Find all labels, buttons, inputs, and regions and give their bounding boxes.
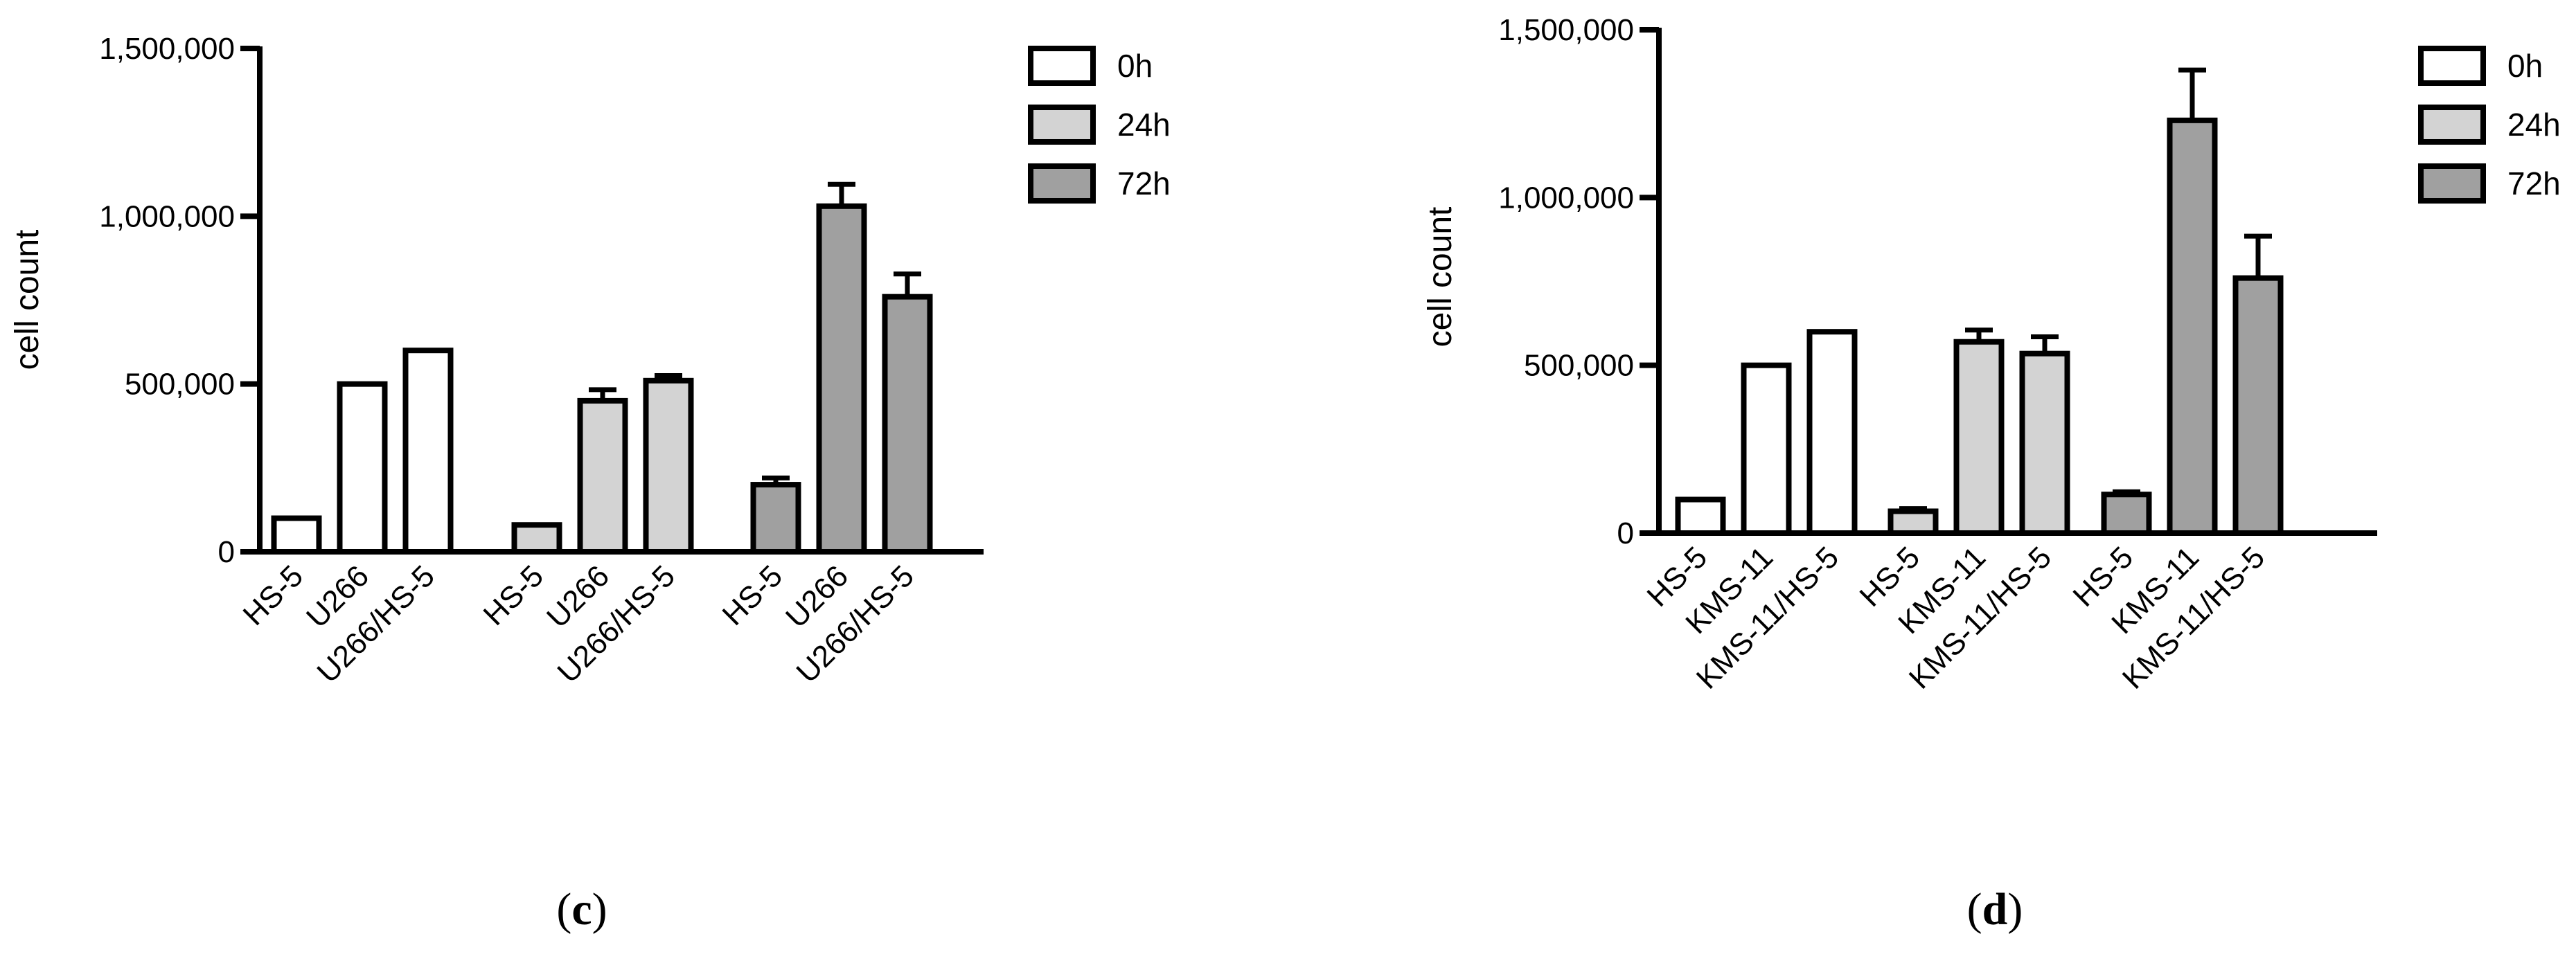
bar <box>816 203 867 555</box>
bar <box>402 348 454 555</box>
panel-label-open-paren: ( <box>556 884 571 935</box>
legend-swatch <box>2418 163 2486 204</box>
panel-label-open-paren: ( <box>1967 884 1982 935</box>
panel-label: (d) <box>1967 884 2023 935</box>
bar <box>1741 362 1792 537</box>
bar <box>2019 350 2070 536</box>
bar <box>577 397 628 555</box>
bar <box>750 482 801 555</box>
legend-label: 72h <box>2507 165 2561 201</box>
bar <box>643 377 694 555</box>
legend-label: 24h <box>2507 107 2561 143</box>
panel-label-letter: d <box>1982 884 2008 935</box>
bar <box>271 515 322 555</box>
panel-label-letter: c <box>571 884 592 935</box>
bar <box>1887 508 1939 536</box>
x-tick-label: HS-5 <box>237 559 310 632</box>
y-tick-label: 1,500,000 <box>99 32 235 66</box>
panel-label: (c) <box>556 884 607 935</box>
bar <box>2167 117 2218 537</box>
bar <box>1806 329 1858 536</box>
legend-swatch <box>1028 105 1096 145</box>
panel-label-close-paren: ) <box>2007 884 2023 935</box>
x-tick-label: HS-5 <box>477 559 551 632</box>
y-axis-title: cell count <box>1422 207 1459 348</box>
y-tick-label: 1,500,000 <box>1498 13 1634 47</box>
y-tick-label: 1,000,000 <box>1498 181 1634 215</box>
bar <box>882 294 933 555</box>
bar <box>2232 275 2284 536</box>
bar <box>337 381 388 555</box>
chart-panel-c: 0 500,000 1,000,000 1,500,000 cell count HS-5… <box>9 32 1171 935</box>
legend-label: 0h <box>2507 48 2543 84</box>
panel-label-close-paren: ) <box>592 884 607 935</box>
legend-label: 24h <box>1117 107 1171 143</box>
legend-swatch <box>2418 46 2486 86</box>
y-tick-label: 500,000 <box>125 368 235 402</box>
legend-label: 72h <box>1117 165 1171 201</box>
legend-swatch <box>2418 105 2486 145</box>
bar <box>2101 492 2152 536</box>
bar <box>1675 496 1726 536</box>
y-tick-label: 500,000 <box>1524 349 1634 383</box>
x-tick-label: HS-5 <box>716 559 790 632</box>
bar <box>1953 339 2005 536</box>
legend-label: 0h <box>1117 48 1153 84</box>
y-tick-label: 1,000,000 <box>99 199 235 233</box>
legend-swatch <box>1028 46 1096 86</box>
y-axis-title: cell count <box>9 230 46 370</box>
y-tick-label: 0 <box>218 535 235 569</box>
legend-swatch <box>1028 163 1096 204</box>
bar <box>511 522 562 555</box>
y-tick-label: 0 <box>1617 516 1634 550</box>
